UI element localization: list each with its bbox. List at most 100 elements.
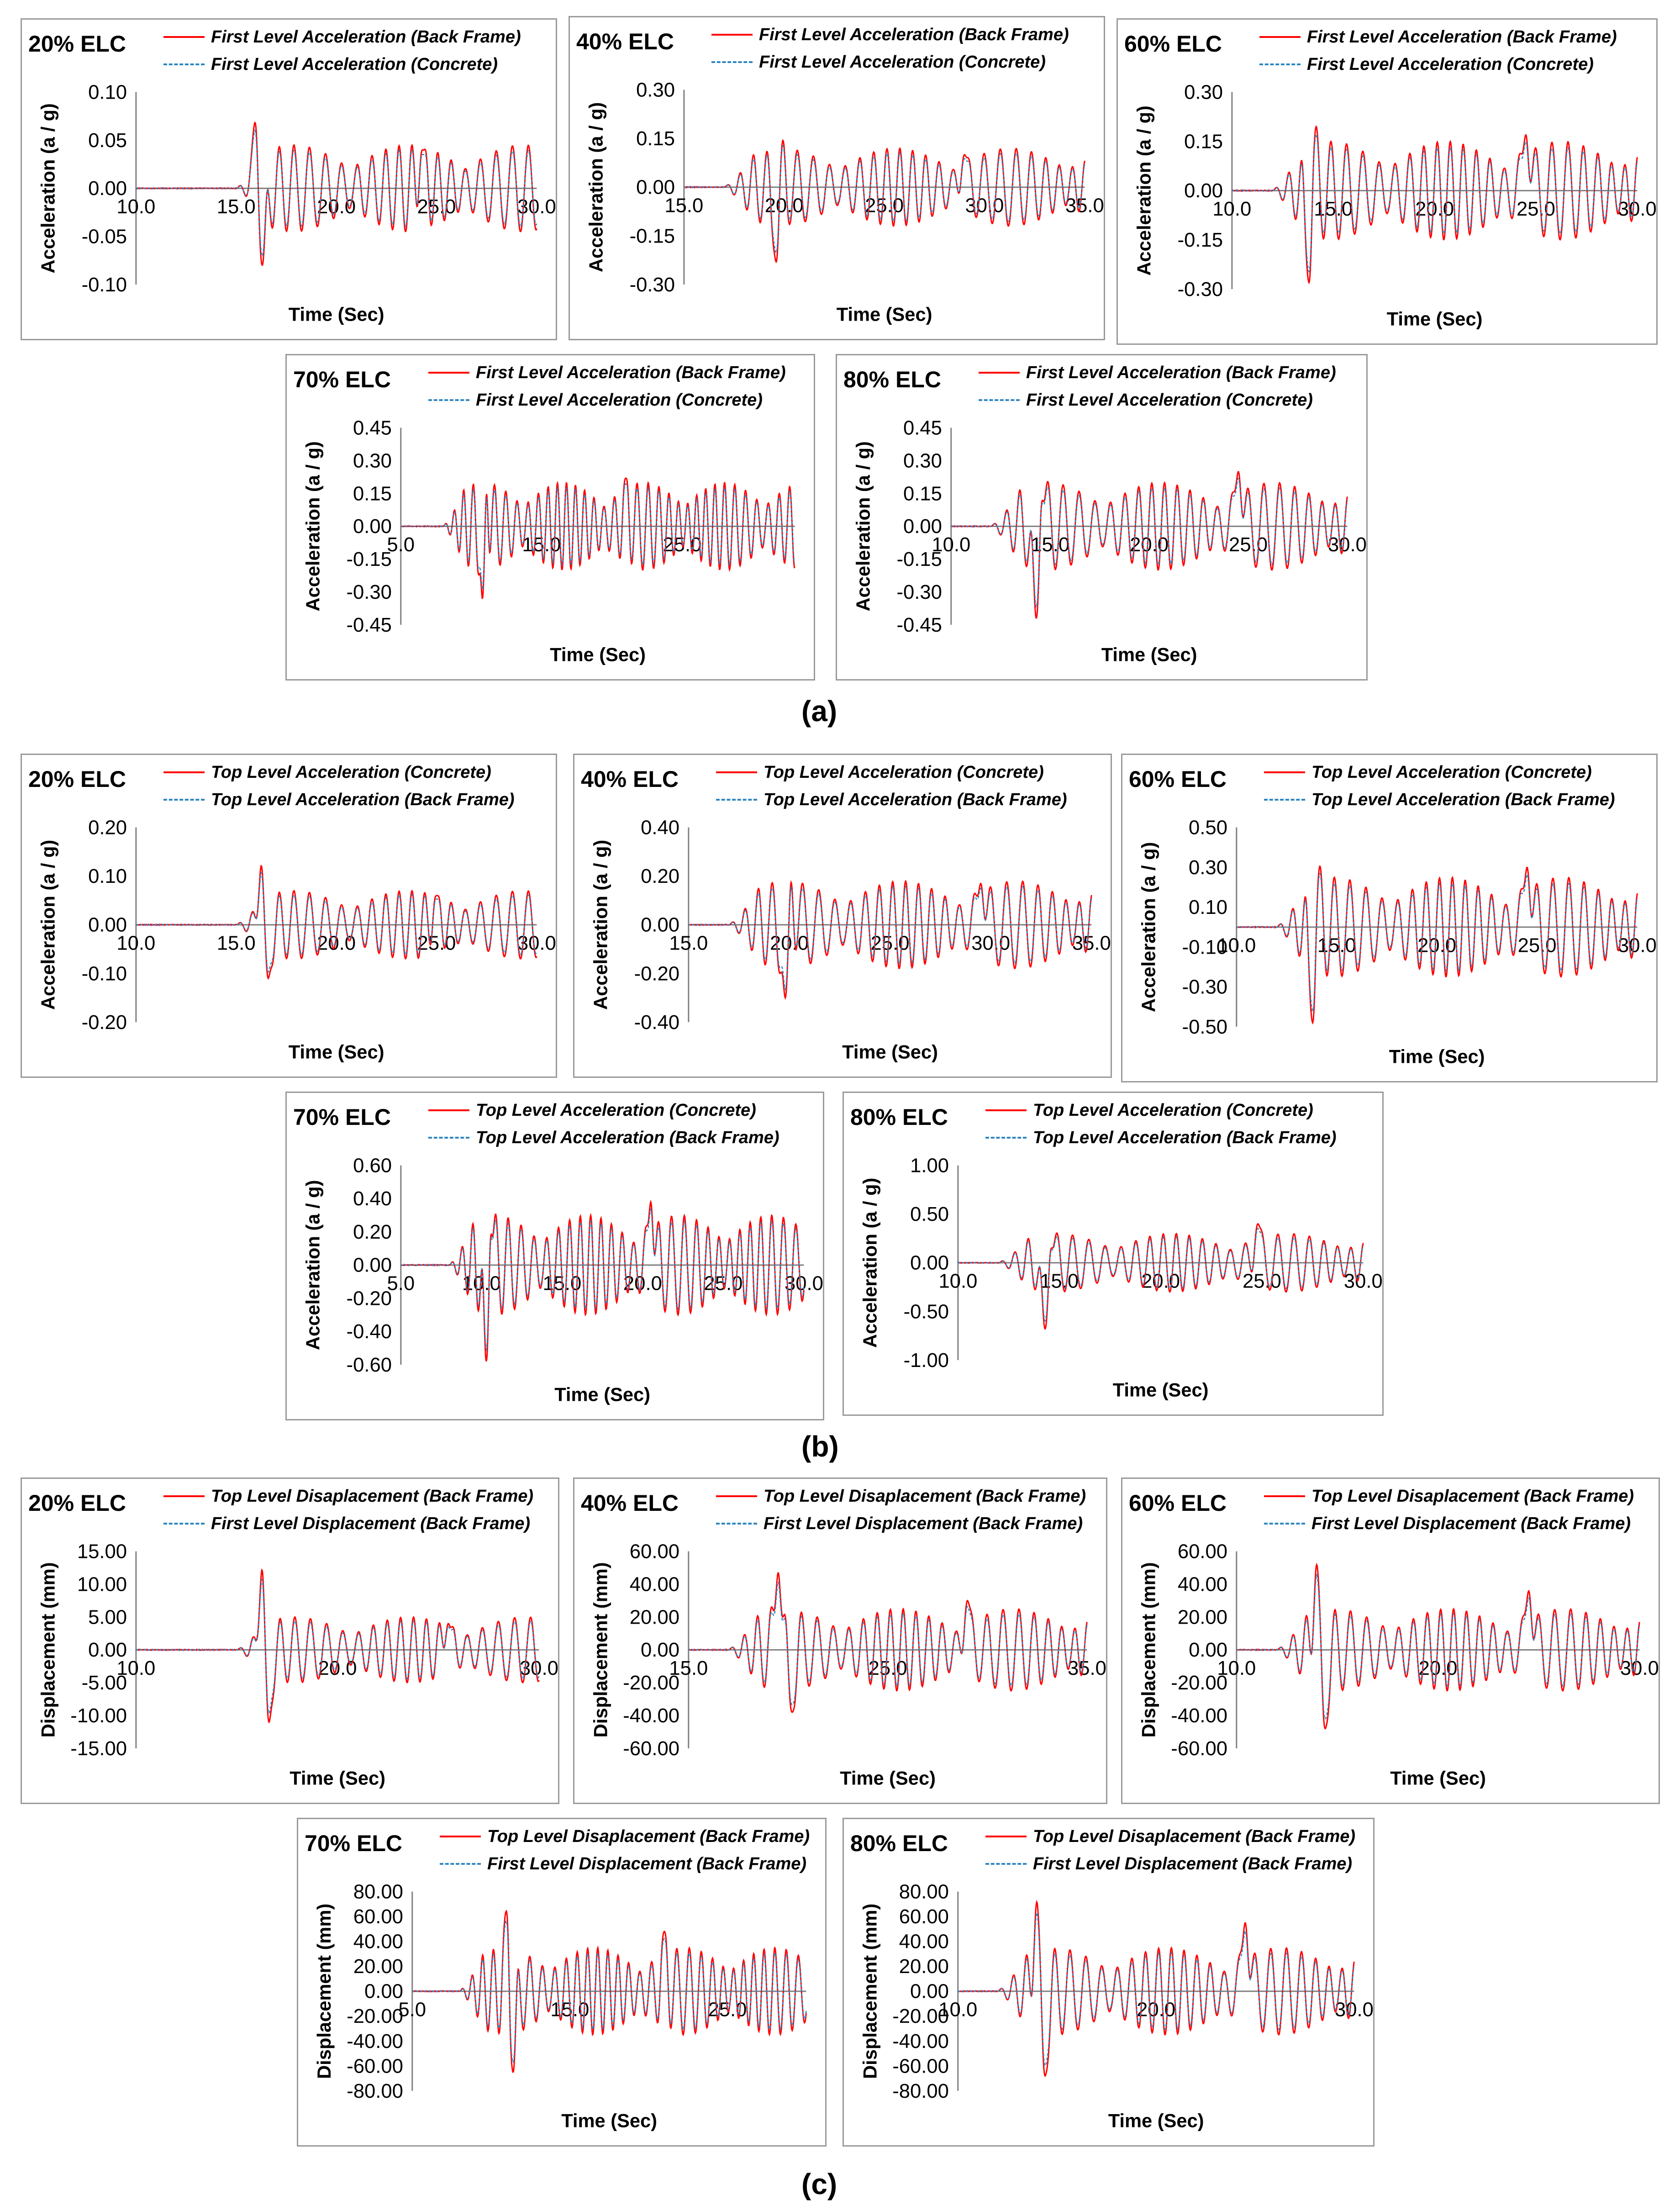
series-line-a bbox=[400, 1199, 805, 1362]
legend-label: First Level Displacement (Back Frame) bbox=[1033, 1854, 1353, 1873]
y-tick-label: 40.00 bbox=[353, 1931, 403, 1953]
legend-swatch bbox=[1264, 799, 1305, 801]
chart-panel: 20% ELC Top Level Disaplacement (Back Fra… bbox=[21, 1478, 559, 1804]
legend-label: First Level Acceleration (Back Frame) bbox=[759, 25, 1069, 44]
y-tick-label: 0.50 bbox=[1189, 817, 1227, 839]
y-axis-label: Acceleration (a / g) bbox=[302, 1180, 323, 1351]
chart-title: 60% ELC bbox=[1129, 766, 1227, 792]
y-tick-label: 0.00 bbox=[910, 1981, 949, 2003]
y-tick-label: -40.00 bbox=[623, 1705, 679, 1727]
legend-swatch bbox=[163, 799, 205, 801]
chart-panel: 20% ELC First Level Acceleration (Back Fr… bbox=[21, 18, 557, 340]
y-tick-label: -1.00 bbox=[904, 1350, 949, 1372]
y-tick-label: -0.15 bbox=[897, 549, 942, 570]
y-axis-label: Displacement (mm) bbox=[37, 1562, 58, 1737]
y-tick-label: 0.30 bbox=[353, 450, 392, 472]
y-tick-label: -0.30 bbox=[346, 581, 391, 603]
legend-entry: Top Level Disaplacement (Back Frame) bbox=[1264, 1483, 1634, 1510]
y-tick-label: 40.00 bbox=[1178, 1573, 1227, 1595]
y-tick-label: -0.30 bbox=[630, 274, 675, 296]
y-tick-label: -0.30 bbox=[1178, 279, 1223, 301]
legend-label: First Level Acceleration (Concrete) bbox=[1307, 55, 1594, 74]
y-axis-label: Acceleration (a / g) bbox=[585, 102, 606, 272]
x-axis-label: Time (Sec) bbox=[837, 303, 932, 325]
y-axis-label: Acceleration (a / g) bbox=[590, 840, 611, 1010]
chart-panel: 60% ELC Top Level Acceleration (Concrete)… bbox=[1121, 754, 1658, 1082]
chart-legend: First Level Acceleration (Back Frame) Fir… bbox=[711, 21, 1069, 76]
y-tick-label: -0.10 bbox=[1182, 936, 1227, 958]
chart-panel: 20% ELC Top Level Acceleration (Concrete)… bbox=[21, 754, 557, 1078]
y-tick-label: 40.00 bbox=[899, 1931, 949, 1953]
chart-legend: Top Level Acceleration (Concrete) Top Lev… bbox=[716, 759, 1067, 813]
y-axis-label: Displacement (mm) bbox=[859, 1904, 880, 2079]
chart-plot: -1.00 -0.50 0.00 0.50 1.00 10.0 15.0 20.0 25.0 30… bbox=[859, 1155, 1382, 1401]
legend-swatch bbox=[979, 399, 1020, 401]
y-tick-label: 0.00 bbox=[641, 1639, 679, 1661]
y-tick-label: 60.00 bbox=[1178, 1541, 1227, 1563]
x-tick-label: 15.0 bbox=[1040, 1270, 1079, 1292]
y-tick-label: 0.05 bbox=[88, 130, 127, 152]
y-tick-label: 0.20 bbox=[353, 1221, 392, 1243]
chart-title: 80% ELC bbox=[850, 1104, 948, 1130]
legend-label: Top Level Acceleration (Concrete) bbox=[211, 763, 491, 782]
y-tick-label: 0.15 bbox=[1184, 131, 1223, 153]
y-tick-label: -0.30 bbox=[897, 581, 942, 603]
y-tick-label: 60.00 bbox=[353, 1906, 403, 1928]
legend-label: Top Level Acceleration (Back Frame) bbox=[1033, 1128, 1337, 1147]
legend-swatch bbox=[716, 1523, 757, 1525]
y-tick-label: -20.00 bbox=[347, 2005, 403, 2027]
y-tick-label: -0.40 bbox=[347, 1321, 392, 1343]
chart-panel: 70% ELC Top Level Acceleration (Concrete)… bbox=[285, 1092, 824, 1420]
x-tick-label: 35.0 bbox=[1068, 1657, 1106, 1679]
legend-entry: First Level Displacement (Back Frame) bbox=[985, 1850, 1355, 1878]
x-tick-label: 20.0 bbox=[1130, 534, 1169, 556]
chart-legend: Top Level Acceleration (Concrete) Top Lev… bbox=[1264, 759, 1615, 813]
legend-entry: Top Level Acceleration (Back Frame) bbox=[1264, 786, 1615, 813]
legend-swatch bbox=[163, 36, 205, 38]
chart-title: 70% ELC bbox=[293, 367, 391, 392]
legend-swatch bbox=[1264, 1495, 1305, 1497]
y-tick-label: -20.00 bbox=[892, 2005, 949, 2027]
chart-panel: 80% ELC Top Level Disaplacement (Back Fra… bbox=[843, 1818, 1375, 2147]
series-line-b bbox=[688, 1582, 1088, 1705]
series-line-a bbox=[135, 121, 537, 266]
y-tick-label: -60.00 bbox=[892, 2055, 949, 2077]
legend-entry: First Level Displacement (Back Frame) bbox=[1264, 1510, 1634, 1537]
legend-swatch bbox=[440, 1836, 481, 1837]
x-tick-label: 10.0 bbox=[116, 196, 155, 218]
y-tick-label: -0.30 bbox=[1182, 976, 1227, 998]
y-axis-label: Acceleration (a / g) bbox=[37, 840, 58, 1010]
legend-swatch bbox=[711, 61, 753, 63]
y-tick-label: -20.00 bbox=[623, 1672, 679, 1694]
series-line-b bbox=[136, 129, 537, 257]
y-tick-label: 0.00 bbox=[353, 516, 392, 538]
chart-legend: Top Level Disaplacement (Back Frame) Firs… bbox=[716, 1483, 1086, 1537]
chart-title: 60% ELC bbox=[1129, 1490, 1227, 1516]
y-tick-label: 60.00 bbox=[899, 1906, 949, 1928]
legend-swatch bbox=[1259, 63, 1301, 65]
y-tick-label: 0.60 bbox=[353, 1155, 392, 1177]
legend-swatch bbox=[985, 1836, 1027, 1837]
y-tick-label: -0.40 bbox=[634, 1012, 679, 1034]
y-axis-label: Acceleration (a / g) bbox=[852, 441, 874, 611]
legend-label: First Level Acceleration (Concrete) bbox=[476, 390, 763, 410]
chart-title: 80% ELC bbox=[843, 367, 941, 392]
series-line-b bbox=[412, 1920, 807, 2063]
chart-plot: -0.60-0.40-0.200.000.200.400.605.0 10.0 15… bbox=[302, 1155, 823, 1405]
legend-label: Top Level Disaplacement (Back Frame) bbox=[211, 1487, 534, 1506]
chart-legend: Top Level Acceleration (Concrete) Top Lev… bbox=[428, 1097, 779, 1151]
x-tick-label: 15.0 bbox=[217, 932, 256, 954]
chart-legend: Top Level Disaplacement (Back Frame) Firs… bbox=[440, 1823, 810, 1878]
legend-label: First Level Acceleration (Back Frame) bbox=[1307, 27, 1617, 47]
y-tick-label: 0.00 bbox=[88, 1639, 127, 1661]
y-tick-label: 0.10 bbox=[88, 865, 127, 887]
legend-entry: First Level Acceleration (Back Frame) bbox=[711, 21, 1069, 48]
series-line-a bbox=[136, 1568, 540, 1724]
x-tick-label: 15.0 bbox=[669, 932, 708, 954]
series-line-a bbox=[136, 865, 537, 980]
x-tick-label: 25.0 bbox=[1229, 534, 1268, 556]
x-tick-label: 20.0 bbox=[1419, 1657, 1458, 1679]
y-axis-label: Acceleration (a / g) bbox=[302, 441, 323, 611]
